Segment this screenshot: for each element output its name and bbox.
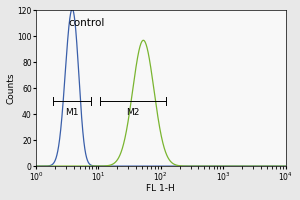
Text: control: control [68,18,105,28]
Text: M2: M2 [126,108,140,117]
Text: M1: M1 [65,108,79,117]
X-axis label: FL 1-H: FL 1-H [146,184,175,193]
Y-axis label: Counts: Counts [7,73,16,104]
